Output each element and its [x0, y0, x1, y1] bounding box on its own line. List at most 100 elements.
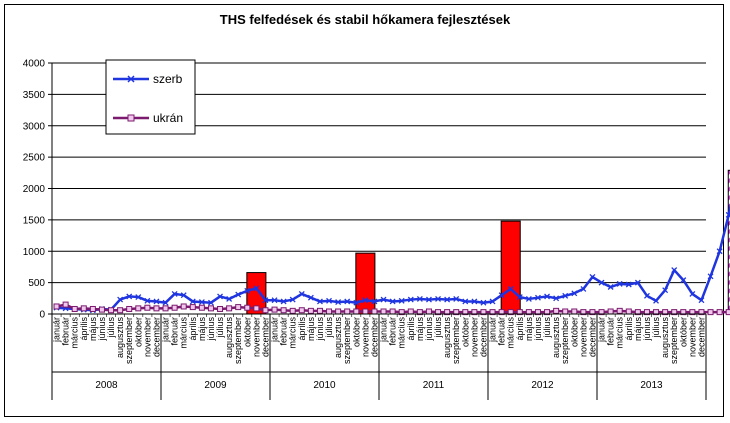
data-point — [607, 284, 614, 290]
data-point — [380, 296, 387, 303]
bar — [727, 169, 730, 315]
month-label: november — [251, 317, 261, 357]
data-point — [398, 309, 405, 316]
data-point — [62, 301, 69, 308]
data-point — [589, 309, 596, 316]
month-label: augusztus — [551, 317, 561, 359]
data-point — [189, 298, 196, 305]
year-label: 2011 — [423, 380, 445, 391]
data-point — [435, 309, 442, 316]
month-label: november — [687, 317, 697, 357]
data-point — [80, 305, 87, 312]
data-point — [716, 248, 723, 255]
data-point — [571, 290, 578, 297]
data-point — [580, 285, 587, 292]
data-point — [562, 292, 569, 299]
month-label: július — [324, 317, 334, 339]
month-label: január — [597, 317, 607, 343]
data-point — [425, 308, 432, 315]
data-point — [407, 308, 414, 315]
month-label: május — [306, 317, 316, 342]
data-point — [171, 304, 178, 311]
month-label: március — [70, 317, 80, 349]
data-point — [298, 290, 305, 297]
month-label: március — [615, 317, 625, 349]
data-point — [489, 298, 496, 305]
month-label: július — [433, 317, 443, 339]
data-point — [235, 304, 242, 311]
data-point — [435, 295, 442, 302]
legend-label-szerb: szerb — [153, 72, 183, 86]
y-tick-label: 2500 — [23, 153, 46, 164]
data-point — [126, 305, 133, 312]
data-point — [462, 309, 469, 316]
month-label: szeptember — [342, 317, 352, 364]
y-tick-label: 3000 — [23, 121, 46, 132]
data-point — [643, 292, 650, 299]
data-point — [416, 295, 423, 302]
y-tick-label: 1000 — [23, 247, 46, 258]
year-label: 2010 — [313, 380, 336, 391]
data-point — [326, 297, 333, 304]
legend-box — [105, 59, 196, 135]
data-point — [226, 295, 233, 302]
data-point — [98, 306, 105, 313]
data-point — [689, 290, 696, 297]
data-point — [589, 274, 596, 280]
data-point — [625, 308, 632, 315]
data-point — [353, 308, 360, 315]
data-point — [507, 309, 514, 316]
data-point — [207, 305, 214, 312]
month-label: december — [369, 317, 379, 357]
data-point — [707, 309, 714, 316]
month-label: április — [406, 317, 416, 341]
month-label: szeptember — [560, 317, 570, 364]
month-label: május — [88, 317, 98, 342]
data-point — [580, 309, 587, 316]
month-label: június — [642, 317, 652, 342]
data-point — [516, 294, 523, 301]
data-point — [344, 298, 351, 305]
data-point — [616, 307, 623, 314]
data-point — [53, 303, 60, 310]
data-point — [171, 290, 178, 297]
month-label: szeptember — [233, 317, 243, 364]
data-point — [280, 298, 287, 305]
data-point — [189, 304, 196, 311]
data-point — [389, 308, 396, 315]
y-tick-label: 3500 — [23, 90, 46, 101]
data-point — [662, 287, 669, 294]
data-point — [534, 294, 541, 301]
month-label: október — [133, 317, 143, 347]
data-point — [198, 304, 205, 311]
month-label: szeptember — [124, 317, 134, 364]
data-point — [462, 298, 469, 305]
data-point — [89, 305, 96, 312]
y-tick-labels: 0 500 1000 1500 2000 2500 3000 3500 4000 — [23, 59, 46, 321]
data-point — [680, 309, 687, 316]
data-point — [271, 306, 278, 313]
data-point — [680, 277, 687, 284]
data-point — [707, 273, 714, 280]
month-label: május — [197, 317, 207, 342]
month-label: november — [469, 317, 479, 357]
data-point — [117, 296, 124, 303]
month-label: október — [242, 317, 252, 347]
data-point — [725, 211, 730, 218]
data-point — [444, 296, 451, 303]
data-point — [471, 298, 478, 305]
year-label: 2009 — [204, 380, 227, 391]
month-label: augusztus — [224, 317, 234, 359]
data-point — [598, 279, 605, 286]
data-point — [262, 297, 269, 304]
month-label: február — [279, 317, 289, 346]
data-point — [135, 305, 142, 312]
data-point — [316, 307, 323, 314]
data-point — [289, 296, 296, 303]
data-point — [425, 296, 432, 303]
data-point — [353, 299, 360, 306]
month-label: január — [161, 317, 171, 343]
data-point — [516, 309, 523, 316]
data-point — [126, 293, 133, 300]
data-point — [144, 297, 151, 304]
